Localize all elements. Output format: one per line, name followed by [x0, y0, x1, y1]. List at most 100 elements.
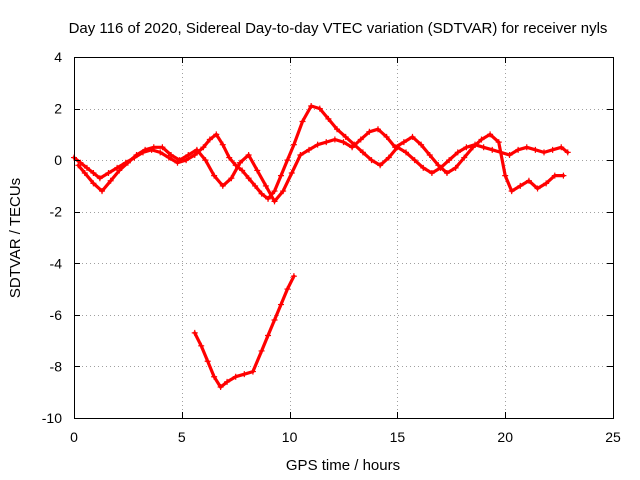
- series-line: [193, 274, 296, 389]
- data-point: [142, 146, 149, 153]
- data-point: [185, 151, 192, 158]
- data-point: [232, 373, 239, 380]
- y-tick-label: 0: [54, 152, 62, 168]
- data-point: [443, 170, 450, 177]
- data-point: [290, 273, 297, 280]
- data-point: [495, 139, 502, 146]
- data-point: [211, 373, 218, 380]
- data-point: [271, 188, 278, 195]
- data-point: [124, 159, 131, 166]
- y-tick-label: -4: [50, 255, 63, 271]
- data-point: [75, 162, 82, 169]
- data-point: [116, 167, 123, 174]
- data-point: [96, 175, 103, 182]
- data-point: [284, 157, 291, 164]
- data-point: [191, 329, 198, 336]
- x-tick-label: 20: [497, 429, 513, 445]
- data-point: [299, 118, 306, 125]
- data-point: [157, 149, 164, 156]
- data-point: [219, 182, 226, 189]
- data-point: [241, 371, 248, 378]
- data-point: [226, 154, 233, 161]
- data-point: [308, 102, 315, 109]
- data-point: [198, 342, 205, 349]
- data-point: [334, 126, 341, 133]
- data-point: [254, 167, 261, 174]
- data-point: [245, 175, 252, 182]
- y-tick-label: 4: [54, 49, 62, 65]
- data-point: [288, 170, 295, 177]
- data-point: [543, 180, 550, 187]
- series-nyls-trace-b: [75, 126, 567, 205]
- data-point: [428, 170, 435, 177]
- series-nyls-trace-c: [191, 273, 297, 391]
- data-point: [541, 149, 548, 156]
- data-point: [252, 182, 259, 189]
- plot-frame: [74, 57, 614, 419]
- data-point: [454, 149, 461, 156]
- data-point: [349, 144, 356, 151]
- y-tick-label: 2: [54, 101, 62, 117]
- data-point: [517, 182, 524, 189]
- data-point: [265, 195, 272, 202]
- data-point: [237, 159, 244, 166]
- series-nyls-trace-a: [71, 102, 571, 202]
- x-axis-label: GPS time / hours: [286, 457, 400, 474]
- data-point: [463, 144, 470, 151]
- data-point: [392, 144, 399, 151]
- data-point: [258, 190, 265, 197]
- data-point: [342, 133, 349, 140]
- data-point: [83, 164, 90, 171]
- data-point: [213, 131, 220, 138]
- series-layer: [71, 102, 571, 391]
- data-point: [506, 151, 513, 158]
- data-point: [191, 151, 198, 158]
- data-point: [211, 172, 218, 179]
- data-point: [377, 162, 384, 169]
- data-point: [502, 172, 509, 179]
- data-point: [193, 146, 200, 153]
- data-point: [224, 378, 231, 385]
- data-point: [217, 384, 224, 391]
- data-point: [560, 172, 567, 179]
- data-point: [133, 151, 140, 158]
- data-point: [284, 286, 291, 293]
- data-point: [183, 157, 190, 164]
- data-point: [81, 170, 88, 177]
- data-point: [277, 172, 284, 179]
- data-point: [469, 144, 476, 151]
- y-tick-label: -6: [50, 307, 63, 323]
- data-point: [331, 136, 338, 143]
- data-point: [452, 164, 459, 171]
- data-point: [549, 146, 556, 153]
- data-point: [523, 144, 530, 151]
- data-point: [323, 139, 330, 146]
- series-line: [76, 127, 565, 203]
- data-point: [400, 139, 407, 146]
- data-point: [249, 368, 256, 375]
- data-point: [383, 133, 390, 140]
- y-tick-label: -10: [42, 410, 62, 426]
- data-point: [271, 317, 278, 324]
- data-point: [385, 154, 392, 161]
- data-point: [359, 149, 366, 156]
- data-point: [202, 157, 209, 164]
- data-point: [200, 144, 207, 151]
- data-point: [532, 146, 539, 153]
- data-point: [107, 177, 114, 184]
- grid: [74, 57, 613, 418]
- data-point: [150, 144, 157, 151]
- x-tick-label: 5: [178, 429, 186, 445]
- y-tick-label: -8: [50, 358, 63, 374]
- data-point: [551, 172, 558, 179]
- data-point: [99, 188, 106, 195]
- data-point: [487, 131, 494, 138]
- data-point: [290, 141, 297, 148]
- data-point: [411, 157, 418, 164]
- data-point: [206, 136, 213, 143]
- data-point: [245, 151, 252, 158]
- data-point: [366, 128, 373, 135]
- x-tick-label: 15: [390, 429, 406, 445]
- data-point: [426, 151, 433, 158]
- data-point: [325, 115, 332, 122]
